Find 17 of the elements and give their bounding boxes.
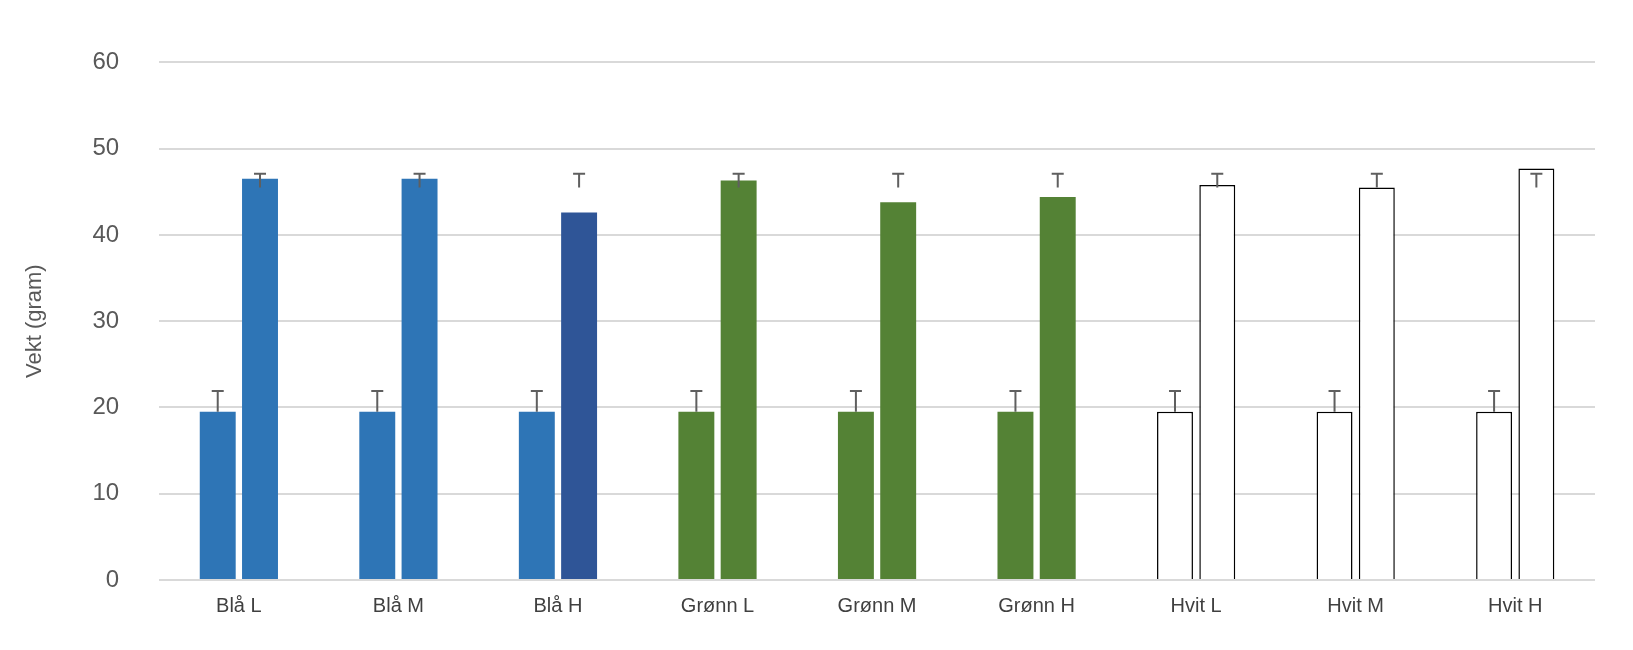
y-tick-label: 0 bbox=[105, 564, 120, 592]
x-tick-label: Hvit H bbox=[1488, 593, 1543, 616]
y-tick-label: 10 bbox=[92, 478, 120, 506]
y-tick-label: 40 bbox=[92, 219, 120, 247]
x-tick-label: Grønn H bbox=[998, 593, 1075, 616]
x-tick-label: Grønn L bbox=[680, 593, 755, 616]
y-tick-label: 60 bbox=[92, 47, 120, 75]
x-tick-label: Hvit M bbox=[1327, 593, 1385, 616]
y-tick-label: 50 bbox=[92, 133, 120, 161]
x-tick-label: Blå M bbox=[372, 593, 424, 616]
x-tick-label: Hvit L bbox=[1170, 593, 1222, 616]
x-tick-label: Blå L bbox=[216, 593, 262, 616]
y-tick-label: 20 bbox=[92, 392, 120, 420]
x-tick-label: Blå H bbox=[533, 593, 583, 616]
y-tick-label: 30 bbox=[92, 305, 120, 333]
x-tick-label: Grønn M bbox=[837, 593, 917, 616]
y-axis-title: Vekt (gram) bbox=[21, 264, 47, 379]
